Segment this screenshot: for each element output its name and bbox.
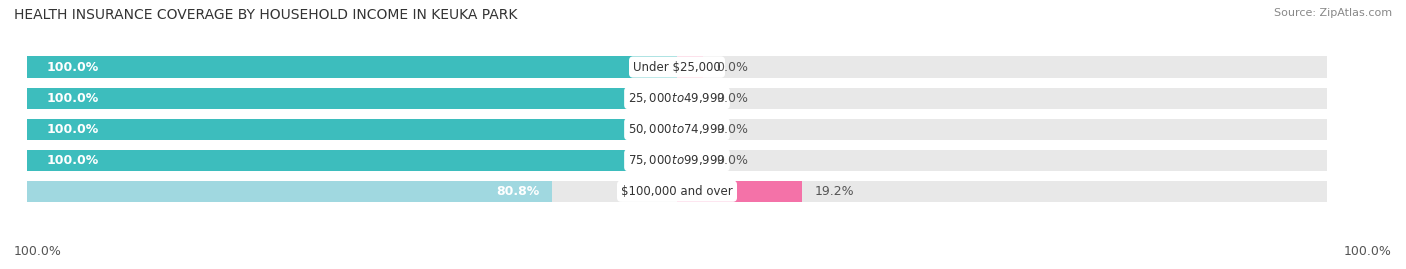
Bar: [27, 181, 553, 202]
Bar: [27, 181, 1327, 202]
Text: Source: ZipAtlas.com: Source: ZipAtlas.com: [1274, 8, 1392, 18]
Text: 80.8%: 80.8%: [496, 185, 540, 198]
Bar: [678, 119, 703, 140]
Bar: [27, 119, 1327, 140]
Text: 0.0%: 0.0%: [716, 154, 748, 167]
Bar: [678, 150, 703, 171]
Text: $25,000 to $49,999: $25,000 to $49,999: [628, 91, 725, 105]
Text: 100.0%: 100.0%: [46, 61, 98, 73]
Bar: [27, 56, 678, 77]
Text: 100.0%: 100.0%: [46, 154, 98, 167]
Bar: [27, 87, 1327, 109]
Text: 0.0%: 0.0%: [716, 91, 748, 105]
Text: 0.0%: 0.0%: [716, 61, 748, 73]
Text: 0.0%: 0.0%: [716, 123, 748, 136]
Text: 100.0%: 100.0%: [46, 91, 98, 105]
Bar: [27, 150, 678, 171]
Bar: [27, 87, 678, 109]
Text: $75,000 to $99,999: $75,000 to $99,999: [628, 153, 725, 167]
Bar: [678, 87, 703, 109]
Bar: [27, 119, 678, 140]
Bar: [678, 56, 703, 77]
Text: 100.0%: 100.0%: [14, 245, 62, 258]
Text: 100.0%: 100.0%: [46, 123, 98, 136]
Text: $100,000 and over: $100,000 and over: [621, 185, 733, 198]
Text: 100.0%: 100.0%: [1344, 245, 1392, 258]
Text: HEALTH INSURANCE COVERAGE BY HOUSEHOLD INCOME IN KEUKA PARK: HEALTH INSURANCE COVERAGE BY HOUSEHOLD I…: [14, 8, 517, 22]
Text: Under $25,000: Under $25,000: [633, 61, 721, 73]
Bar: [678, 181, 801, 202]
Text: $50,000 to $74,999: $50,000 to $74,999: [628, 122, 725, 136]
Bar: [27, 150, 1327, 171]
Bar: [27, 56, 1327, 77]
Text: 19.2%: 19.2%: [815, 185, 855, 198]
